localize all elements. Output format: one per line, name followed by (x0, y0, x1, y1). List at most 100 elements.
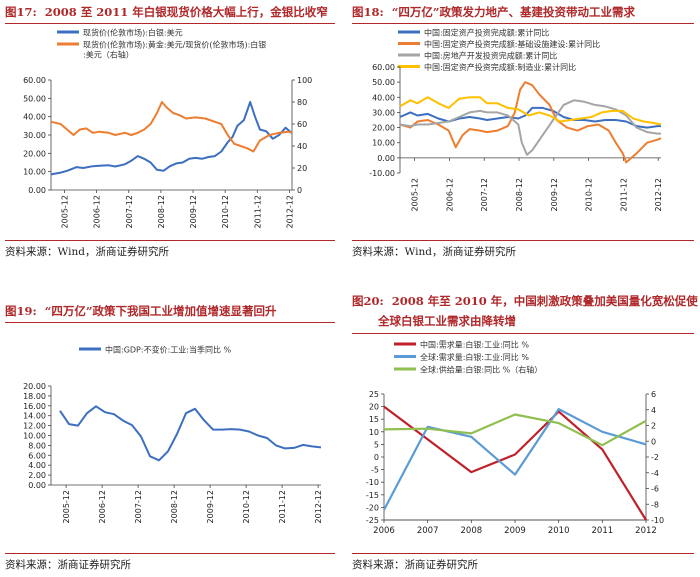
x-tick-label: 2008-12 (515, 178, 524, 211)
y2-tick-label: 20 (297, 164, 307, 173)
legend-label: 全球:需求量:白银:工业:同比 % (420, 352, 529, 362)
y-tick-label: 20.00 (372, 124, 395, 133)
figure-19-bottom-rule (5, 553, 335, 554)
y-tick-label: 18.00 (23, 392, 46, 401)
figure-20-number: 图20: (352, 294, 384, 308)
figure-20-source: 资料来源：浙商证券研究所 (352, 559, 478, 571)
x-tick-label: 2012 (635, 526, 657, 536)
figure-17-title-text: 2008 至 2011 年白银现货价格大幅上行，金银比收窄 (44, 5, 328, 19)
y-tick-label: 16.00 (23, 402, 46, 411)
figure-20-title-rule (352, 333, 694, 334)
series-line (399, 81, 662, 164)
x-tick-label: 2005-12 (411, 178, 420, 211)
figure-20-chart: 中国:需求量:白银:工业:同比 % 全球:需求量:白银:工业:同比 % 全球:供给量… (366, 340, 664, 537)
figure-19-source: 资料来源：浙商证券研究所 (5, 559, 131, 571)
x-tick-label: 2008-12 (170, 490, 179, 523)
x-tick-label: 2007-12 (134, 490, 143, 523)
y-tick-label: -15 (366, 491, 379, 500)
x-tick-label: 2005-12 (60, 195, 69, 228)
x-tick-label: 2010-12 (221, 195, 230, 228)
y-tick-label: 60.00 (23, 76, 46, 85)
y-tick-label: 50.00 (23, 94, 46, 103)
y-tick-label: 15 (369, 415, 379, 424)
x-tick-label: 2012-12 (314, 490, 323, 523)
figure-18-source: 资料来源：Wind，浙商证券研究所 (352, 246, 516, 258)
y-tick-label: 20 (369, 403, 379, 412)
y-tick-label: 30.00 (372, 108, 395, 117)
figure-19-title-text: “四万亿”政策下我国工业增加值增速显著回升 (44, 304, 277, 318)
legend-label-line: 现货价(伦敦市场):黄金:美元/现货价(伦敦市场):白银 (83, 40, 266, 50)
y2-tick-label: -10 (651, 516, 664, 525)
x-tick-label: 2007 (417, 526, 439, 536)
x-tick-label: 2011-12 (278, 490, 287, 523)
y-tick-label: 0.00 (28, 481, 46, 490)
x-tick-label: 2007-12 (125, 195, 134, 228)
y2-tick-label: -6 (651, 485, 659, 494)
legend-label-line: :美元（右轴） (83, 50, 134, 60)
y-tick-label: 4.00 (28, 461, 46, 470)
y-tick-label: 40.00 (372, 93, 395, 102)
y2-tick-label: -8 (651, 500, 659, 509)
legend-label: 现货价(伦敦市场):白银:美元 (83, 28, 183, 38)
y-tick-label: -25 (366, 516, 379, 525)
x-tick-label: 2011-12 (619, 178, 628, 211)
legend-label: 中国:固定资产投资完成额:基础设施建设:累计同比 (424, 39, 600, 49)
y2-tick-label: 4 (651, 406, 656, 415)
x-tick-label: 2006-12 (445, 178, 454, 211)
figure-20-bottom-rule (352, 553, 694, 554)
x-tick-label: 2006-12 (93, 195, 102, 228)
series-line (50, 101, 293, 176)
y2-tick-label: 40 (297, 142, 307, 151)
series-line (50, 101, 293, 153)
x-tick-label: 2005-12 (62, 490, 71, 523)
legend-label: 全球:供给量:白银:同比 %（右轴） (420, 365, 542, 375)
y-tick-label: -10 (366, 478, 379, 487)
figure-19-number: 图19: (5, 304, 37, 318)
y-tick-label: 10 (369, 428, 379, 437)
y-tick-label: 25 (369, 390, 379, 399)
y2-tick-label: 80 (297, 98, 307, 107)
y2-tick-label: 0 (651, 437, 656, 446)
figure-19-title: 图19: “四万亿”政策下我国工业增加值增速显著回升 (5, 303, 335, 319)
y-tick-label: 5 (374, 440, 379, 449)
legend-label: 中国:房地产开发投资完成额:累计同比 (424, 51, 557, 61)
y-tick-label: 0.00 (377, 154, 395, 163)
legend-label: 现货价(伦敦市场):黄金:美元/现货价(伦敦市场):白银:美元（右轴） (83, 40, 266, 60)
x-tick-label: 2006 (373, 526, 395, 536)
legend-label: 中国:需求量:白银:工业:同比 % (420, 340, 529, 350)
figure-18-bottom-rule (352, 240, 694, 241)
x-tick-label: 2012-12 (654, 178, 663, 211)
x-tick-label: 2007-12 (480, 178, 489, 211)
figure-18-title-text: “四万亿”政策发力地产、基建投资带动工业需求 (391, 5, 635, 19)
y-tick-label: 20.00 (23, 382, 46, 391)
figure-18-number: 图18: (352, 5, 384, 19)
y-tick-label: 10.00 (372, 139, 395, 148)
y-tick-label: -20 (366, 503, 379, 512)
x-tick-label: 2012-12 (285, 195, 294, 228)
y-tick-label: 0.00 (28, 186, 46, 195)
legend-label: 中国:GDP:不变价:工业:当季同比 % (105, 345, 232, 355)
figure-17: 图17: 2008 至 2011 年白银现货价格大幅上行，金银比收窄 现货价(伦敦… (5, 4, 335, 262)
x-tick-label: 2011 (592, 526, 614, 536)
x-tick-label: 2009-12 (189, 195, 198, 228)
y-tick-label: 10.00 (23, 432, 46, 441)
y-tick-label: 40.00 (23, 113, 46, 122)
y-tick-label: 30.00 (23, 131, 46, 140)
y-tick-label: 2.00 (28, 471, 46, 480)
x-tick-label: 2010-12 (242, 490, 251, 523)
x-tick-label: 2006-12 (98, 490, 107, 523)
y2-tick-label: 6 (651, 390, 656, 399)
x-tick-label: 2009-12 (206, 490, 215, 523)
figure-19-title-rule (5, 322, 335, 323)
figure-17-number: 图17: (5, 5, 37, 19)
y-tick-label: 10.00 (23, 168, 46, 177)
y-tick-label: -10.00 (369, 169, 395, 178)
x-tick-label: 2010-12 (585, 178, 594, 211)
x-tick-label: 2011-12 (253, 195, 262, 228)
series-line (399, 96, 662, 126)
figure-19-chart: 中国:GDP:不变价:工业:当季同比 % 0.002.004.006.008.00… (23, 345, 323, 524)
figure-20-title-line2: 全球白银工业需求由降转增 (378, 314, 516, 328)
y2-tick-label: 2 (651, 422, 656, 431)
series-line (399, 106, 661, 129)
y-tick-label: 50.00 (372, 78, 395, 87)
